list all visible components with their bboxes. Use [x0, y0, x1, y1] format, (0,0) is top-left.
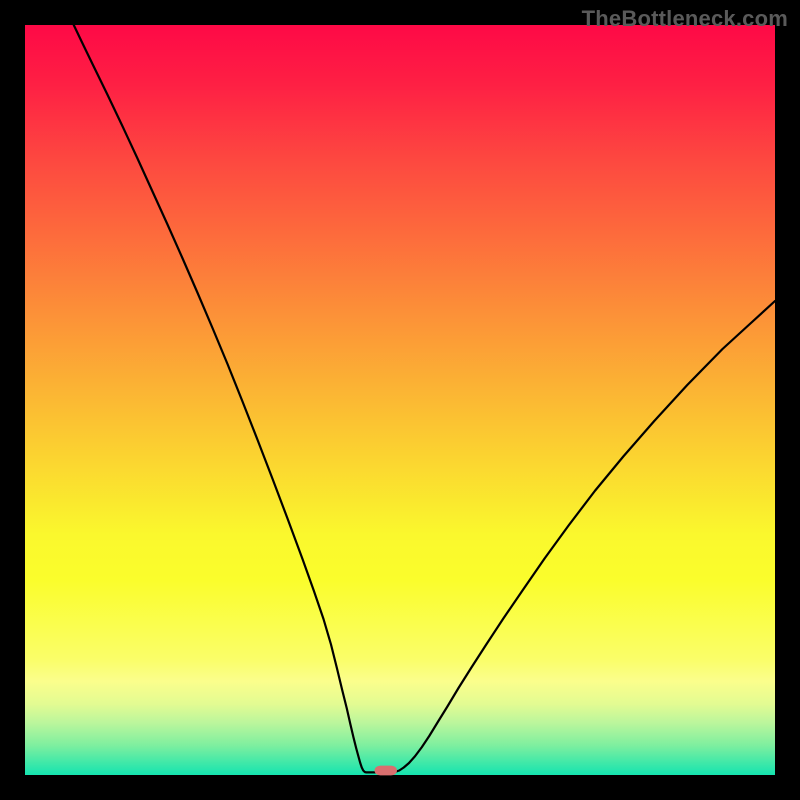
optimum-marker	[375, 766, 398, 776]
plot-background	[25, 25, 775, 775]
bottleneck-chart	[0, 0, 800, 800]
chart-frame: TheBottleneck.com	[0, 0, 800, 800]
attribution-label: TheBottleneck.com	[582, 6, 788, 32]
